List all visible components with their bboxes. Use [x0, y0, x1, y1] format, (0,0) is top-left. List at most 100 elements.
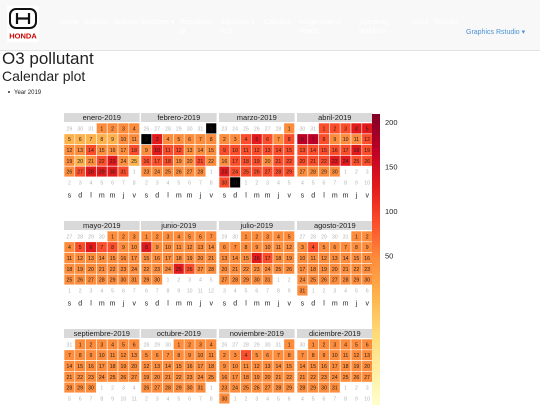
day-number: 4: [133, 386, 136, 392]
day-number: 19: [254, 375, 260, 381]
day-number: 20: [300, 159, 306, 165]
day-number: 30: [265, 342, 271, 348]
day-number: 14: [232, 256, 238, 262]
day-number: 4: [344, 342, 347, 348]
day-number: 7: [277, 137, 280, 143]
day-number: 18: [243, 375, 249, 381]
day-number: 10: [332, 353, 338, 359]
day-cell: [283, 176, 295, 189]
nav-raspberry-pi[interactable]: Raspberry pi: [180, 19, 213, 35]
day-number: 8: [100, 137, 103, 143]
day-number: 29: [154, 342, 160, 348]
nav-rstudio[interactable]: Rstudio: [434, 19, 458, 26]
day-number: 1: [245, 234, 248, 240]
day-number: 3: [167, 234, 170, 240]
day-number: 17: [300, 267, 306, 273]
day-number: 11: [276, 245, 281, 251]
day-number: 31: [310, 126, 316, 132]
nav-graphics-rstudio-dropdown[interactable]: Graphics Rstudio ▾: [466, 29, 526, 36]
day-number: 12: [354, 353, 360, 359]
day-number: 6: [156, 353, 159, 359]
day-number: 1: [177, 342, 180, 348]
day-number: 8: [167, 288, 170, 294]
day-number: 1: [145, 234, 148, 240]
day-number: 7: [100, 245, 103, 251]
weekday-label: j: [277, 192, 280, 199]
day-number: 28: [165, 126, 171, 132]
honda-logo[interactable]: HONDA: [6, 5, 40, 43]
day-number: 19: [286, 256, 292, 262]
month-title-strip: [219, 329, 295, 338]
day-number: 7: [199, 180, 202, 186]
day-number: 28: [198, 170, 204, 176]
day-number: 10: [364, 396, 370, 402]
nav-speaking-pollution[interactable]: Speaking pollution: [359, 19, 389, 35]
day-number: 20: [332, 267, 338, 273]
day-number: 4: [177, 234, 180, 240]
day-number: 26: [187, 267, 193, 273]
day-number: 8: [312, 353, 315, 359]
day-number: 24: [332, 375, 338, 381]
day-number: 24: [265, 267, 271, 273]
day-number: 31: [300, 288, 306, 294]
day-number: 8: [288, 137, 291, 143]
day-number: 11: [110, 353, 115, 359]
day-number: 2: [223, 137, 226, 143]
day-number: 3: [79, 180, 82, 186]
month-title-strip: [141, 221, 217, 230]
nav-clock[interactable]: clock: [413, 19, 429, 26]
day-number: 30: [364, 278, 370, 284]
weekday-label: d: [311, 192, 315, 199]
day-number: 28: [343, 278, 349, 284]
day-number: 26: [354, 375, 360, 381]
nav-arduino-sketches-dropdown[interactable]: Arduino Sketches ▾: [114, 19, 175, 26]
svg-text:HONDA: HONDA: [9, 32, 37, 41]
weekday-label: m: [176, 192, 182, 199]
weekday-label: s: [223, 192, 227, 199]
day-number: 7: [122, 180, 125, 186]
day-number: 6: [223, 245, 226, 251]
day-number: 22: [243, 267, 249, 273]
day-number: 25: [310, 278, 316, 284]
day-number: 3: [122, 386, 125, 392]
day-number: 5: [145, 353, 148, 359]
day-number: 12: [254, 148, 260, 154]
day-number: 16: [121, 256, 127, 262]
day-number: 3: [333, 288, 336, 294]
day-number: 9: [177, 288, 180, 294]
day-number: 23: [144, 170, 150, 176]
day-number: 15: [77, 364, 83, 370]
day-number: 5: [245, 288, 248, 294]
day-number: 8: [111, 245, 114, 251]
day-number: 3: [90, 288, 93, 294]
day-number: 12: [176, 148, 182, 154]
day-number: 3: [301, 245, 304, 251]
nav-image-map-of-honda[interactable]: Image map of Honda: [298, 19, 341, 35]
day-number: 9: [223, 148, 226, 154]
day-number: 29: [144, 278, 150, 284]
month-title: julio-2019: [240, 221, 274, 230]
day-number: 14: [67, 364, 73, 370]
day-number: 8: [100, 396, 103, 402]
day-number: 6: [266, 137, 269, 143]
day-number: 7: [68, 353, 71, 359]
day-number: 28: [310, 170, 316, 176]
day-number: 27: [332, 278, 338, 284]
nav-home[interactable]: Home: [60, 19, 79, 26]
weekday-label: j: [122, 192, 125, 199]
month-title-strip: [64, 221, 140, 230]
day-number: 28: [276, 170, 282, 176]
nav-equation-3-to-8[interactable]: Equation 3 to 8: [221, 19, 255, 35]
nav-calculus[interactable]: Calculus: [264, 19, 291, 26]
day-number: 5: [366, 126, 369, 132]
day-number: 2: [111, 126, 114, 132]
day-number: 12: [286, 245, 292, 251]
day-number: 23: [110, 159, 116, 165]
day-number: 22: [321, 159, 327, 165]
nav-arduino[interactable]: Arduino: [84, 19, 109, 26]
day-number: 19: [364, 148, 370, 154]
day-number: 25: [110, 375, 116, 381]
day-number: 10: [364, 180, 370, 186]
weekday-label: s: [68, 192, 72, 199]
